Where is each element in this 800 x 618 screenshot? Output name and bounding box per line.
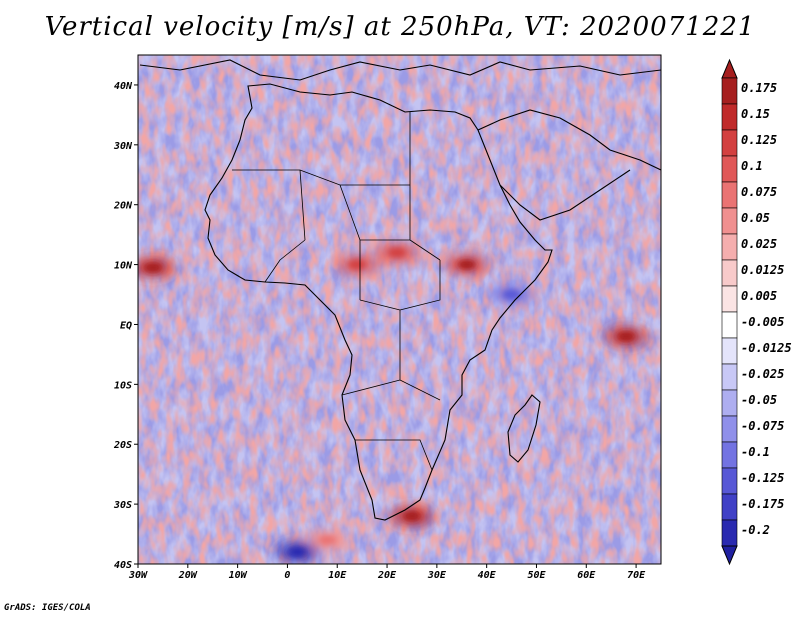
- colorbar-bottom-arrow: [721, 545, 738, 566]
- colorbar-swatch: [721, 311, 738, 339]
- colorbar-swatch: [721, 77, 738, 105]
- europe-coast: [139, 59, 661, 81]
- colorbar-swatch: [721, 441, 738, 469]
- colorbar-label: 0.125: [741, 133, 777, 147]
- inner-borders: [232, 112, 441, 471]
- y-tick-label: 30S: [113, 500, 132, 511]
- colorbar-label: 0.175: [741, 81, 777, 95]
- feature-core-ascent-south-africa: [402, 511, 421, 522]
- colorbar-label: -0.075: [741, 419, 784, 433]
- colorbar-label: 0.0125: [741, 263, 784, 277]
- feature-core-strong-ascent-west-atlantic: [143, 262, 162, 273]
- colorbar-swatch: [721, 233, 738, 261]
- grads-credit: GrADS: IGES/COLA: [4, 603, 91, 613]
- colorbar-swatch: [721, 181, 738, 209]
- y-tick-label: EQ: [120, 320, 132, 331]
- feature-core-ascent-ethiopian-highlands: [457, 259, 476, 270]
- colorbar-label: 0.005: [741, 289, 777, 303]
- colorbar-label: -0.05: [741, 393, 777, 407]
- feature-core-descent-indian-ocean: [502, 289, 521, 300]
- colorbar-swatch: [721, 103, 738, 131]
- colorbar-swatch: [721, 129, 738, 157]
- x-tick-label: 20W: [178, 570, 198, 581]
- colorbar-swatch: [721, 337, 738, 365]
- colorbar-label: -0.0125: [741, 341, 792, 355]
- colorbar-label: -0.1: [741, 445, 770, 459]
- x-tick-label: 70E: [627, 570, 646, 581]
- x-tick-label: 10E: [328, 570, 347, 581]
- madagascar-outline: [507, 394, 541, 463]
- colorbar-swatch: [721, 467, 738, 495]
- feature-core-ascent-arabian-sea-south: [617, 331, 636, 342]
- colorbar-label: -0.175: [741, 497, 784, 511]
- y-tick-label: 40N: [114, 81, 133, 92]
- feature-core-descent-south-ocean: [288, 547, 307, 558]
- colorbar-swatch: [721, 415, 738, 443]
- x-tick-label: 60E: [577, 570, 596, 581]
- colorbar-label: 0.15: [741, 107, 770, 121]
- x-tick-label: 20E: [377, 570, 397, 581]
- colorbar-swatch: [721, 363, 738, 391]
- axes: 30W 20W 10W 0 10E 20E 30E 40E 50E 60E 70E 40N 30N 20N…: [113, 81, 646, 581]
- colorbar-swatch: [721, 285, 738, 313]
- colorbar-swatch: [721, 155, 738, 183]
- colorbar-label: 0.025: [741, 237, 777, 251]
- colorbar-label: -0.2: [741, 523, 770, 537]
- colorbar: 0.175 0.15 0.125 0.1 0.075 0.05 0.025 0.0125 0.0…: [721, 58, 792, 566]
- colorbar-swatch: [721, 519, 738, 547]
- velocity-field: [138, 55, 661, 564]
- y-tick-label: 10N: [114, 261, 133, 272]
- colorbar-label: 0.05: [741, 211, 770, 225]
- colorbar-label: 0.075: [741, 185, 777, 199]
- x-tick-label: 30W: [128, 570, 148, 581]
- africa-coastline: [139, 59, 661, 521]
- x-tick-label: 40E: [478, 570, 497, 581]
- x-tick-label: 10W: [229, 570, 248, 581]
- chart-title: Vertical velocity [m/s] at 250hPa, VT: 2…: [44, 12, 756, 42]
- plot-frame: [137, 54, 662, 565]
- colorbar-swatch: [721, 207, 738, 235]
- x-tick-label: 50E: [527, 570, 546, 581]
- colorbar-top-arrow: [721, 58, 738, 79]
- colorbar-swatch: [721, 259, 738, 287]
- y-tick-label: 20N: [113, 201, 133, 212]
- feature-core-ascent-lake-chad: [348, 259, 367, 270]
- colorbar-label: -0.025: [741, 367, 784, 381]
- colorbar-label: 0.1: [741, 159, 763, 173]
- y-tick-label: 40S: [114, 560, 132, 571]
- x-tick-label: 30E: [427, 570, 447, 581]
- arabia-outline: [477, 109, 661, 221]
- colorbar-swatch: [721, 389, 738, 417]
- colorbar-label: -0.125: [741, 471, 784, 485]
- colorbar-swatch: [721, 493, 738, 521]
- feature-core-ascent-darfur: [388, 247, 407, 258]
- y-tick-label: 30N: [113, 141, 133, 152]
- colorbar-label: -0.005: [741, 315, 784, 329]
- feature-core-ascent-se-atlantic: [318, 535, 337, 546]
- y-tick-label: 10S: [114, 380, 132, 391]
- x-tick-label: 0: [284, 570, 290, 581]
- y-tick-label: 20S: [113, 440, 132, 451]
